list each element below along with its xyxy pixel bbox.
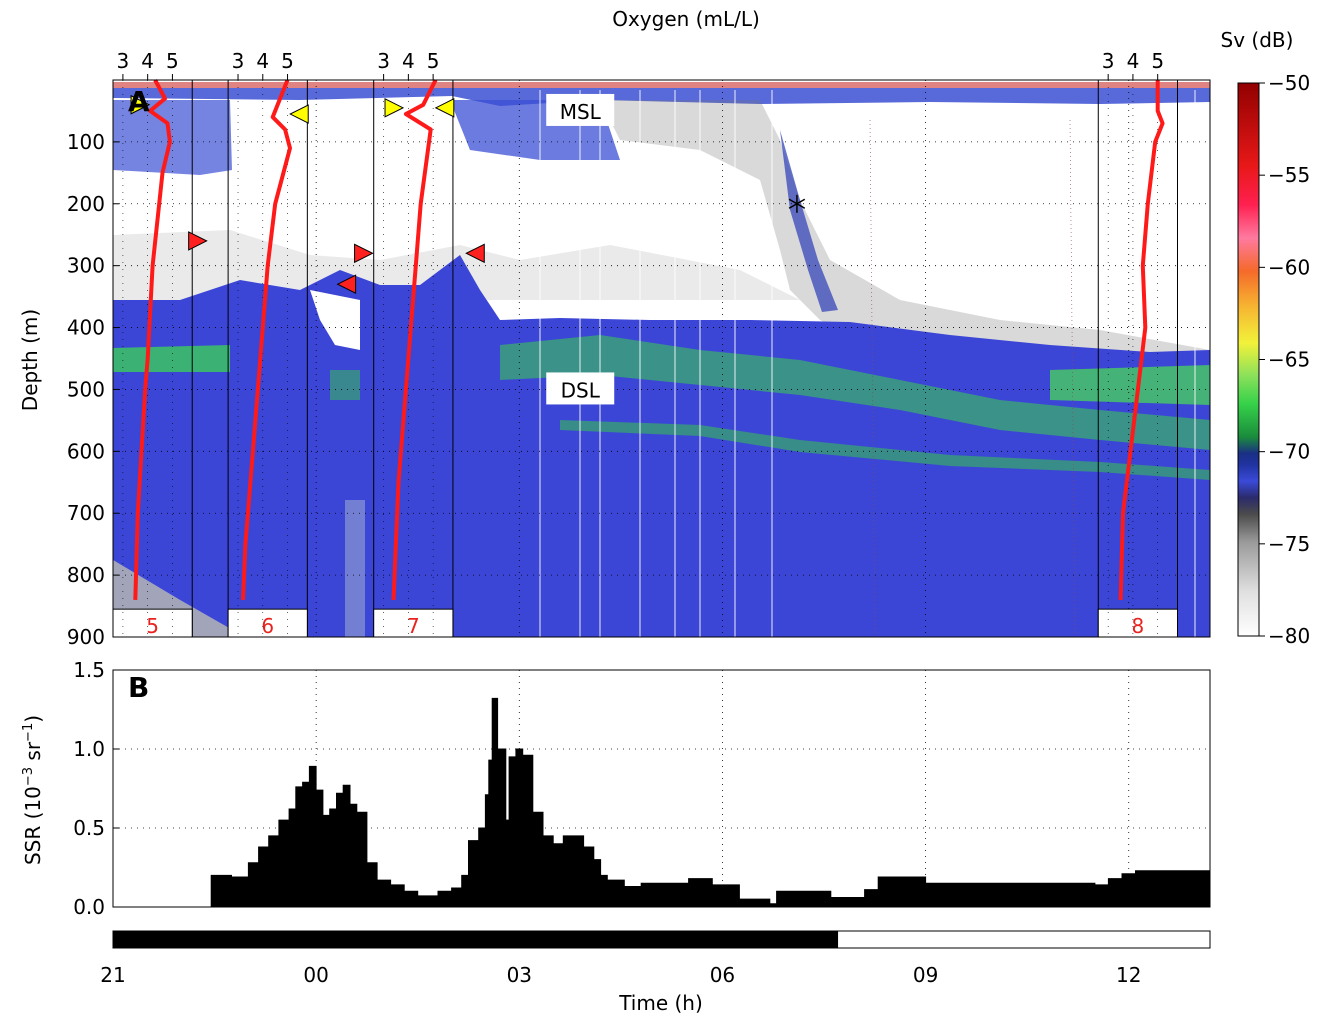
layer-label-box xyxy=(546,93,615,126)
time-tick-label: 21 xyxy=(100,963,125,987)
oxygen-profile-line xyxy=(241,79,292,600)
day-segment xyxy=(837,930,1211,949)
layer-label-box xyxy=(546,372,615,405)
yellow-left-triangle-marker xyxy=(434,98,455,118)
oxygen-axis-label: Oxygen (mL/L) xyxy=(612,7,760,31)
cast-label-box xyxy=(1097,608,1178,638)
ssr-tick-label: 0.5 xyxy=(73,816,105,840)
colorbar-tick-label: −55 xyxy=(1268,163,1310,187)
red-left-triangle-marker xyxy=(336,274,357,295)
oxygen-tick-label: 4 xyxy=(141,49,154,73)
ssr-panel: 0.0 0.5 1.0 1.5 B SSR (10−3 sr−1) xyxy=(21,658,1211,919)
day-night-bar xyxy=(112,930,1211,949)
colorbar-gradient xyxy=(1237,82,1260,637)
colorbar-tick-label: −50 xyxy=(1268,71,1310,95)
panel-letter-a: A xyxy=(128,85,150,118)
oxygen-cast-boxes: 53 4 563 4 573 4 583 4 5 xyxy=(112,49,1178,638)
ssr-tick-label: 0.0 xyxy=(73,895,105,919)
red-left-triangle-marker xyxy=(465,243,485,264)
echogram-backscatter xyxy=(113,80,1210,637)
ssr-tick-label: 1.5 xyxy=(73,658,105,682)
colorbar-tick-label: −60 xyxy=(1268,255,1310,279)
cast-number: 5 xyxy=(146,614,159,638)
depth-axis-label: Depth (m) xyxy=(18,309,42,411)
colorbar-tick-label: −80 xyxy=(1268,624,1310,648)
ssr-tick-label: 1.0 xyxy=(73,737,105,761)
star-stroke xyxy=(788,198,806,209)
time-tick-label: 00 xyxy=(303,963,328,987)
colorbar-tick-label: −75 xyxy=(1268,532,1310,556)
depth-tick-label: 200 xyxy=(67,192,105,216)
depth-tick-label: 100 xyxy=(67,130,105,154)
oxygen-profile-line xyxy=(1118,80,1165,600)
oxygen-tick-label: 5 xyxy=(166,49,179,73)
time-tick-label: 03 xyxy=(507,963,532,987)
depth-tick-label: 700 xyxy=(67,501,105,525)
cast-label-box xyxy=(373,608,454,638)
yellow-right-triangle-marker xyxy=(130,94,151,115)
red-right-triangle-marker xyxy=(354,243,374,264)
depth-tick-label: 500 xyxy=(67,377,105,401)
depth-tick-label: 300 xyxy=(67,254,105,278)
yellow-left-triangle-marker xyxy=(289,104,309,124)
star-marker xyxy=(788,194,806,213)
colorbar-ticks: −50 −55 −60 −65 −70 −75 −80 xyxy=(1259,71,1310,648)
depth-tick-label: 800 xyxy=(67,563,105,587)
depth-axis-ticks: 100 200 300 400 500 600 700 800 900 xyxy=(67,130,119,649)
time-axis-label: Time (h) xyxy=(618,991,703,1015)
red-right-triangle-marker xyxy=(188,231,208,251)
echogram-frame xyxy=(112,79,1211,638)
oxygen-tick-label: 3 xyxy=(1102,49,1115,73)
oxygen-tick-label: 5 xyxy=(427,49,440,73)
echogram-markers: MSL DSL xyxy=(130,93,806,405)
oxygen-profile-line xyxy=(133,79,172,600)
oxygen-tick-label: 3 xyxy=(117,49,130,73)
panel-letter-b: B xyxy=(128,671,149,704)
oxygen-tick-label: 4 xyxy=(1127,49,1140,73)
night-segment xyxy=(112,930,839,949)
oxygen-profile-line xyxy=(391,79,438,600)
cast-number: 7 xyxy=(407,614,420,638)
yellow-right-triangle-marker xyxy=(384,98,405,118)
depth-tick-label: 900 xyxy=(67,625,105,649)
ssr-axis-label: SSR (10−3 sr−1) xyxy=(21,715,45,865)
ssr-axis-ticks: 0.0 0.5 1.0 1.5 xyxy=(73,658,119,919)
time-axis-ticks: 21 00 03 06 09 12 xyxy=(100,901,1141,987)
colorbar-label: Sv (dB) xyxy=(1221,28,1294,52)
cast-number: 6 xyxy=(261,614,274,638)
ssr-bar-series xyxy=(113,697,1211,908)
sv-colorbar: Sv (dB) −50 −55 −60 −65 −70 −75 −80 xyxy=(1221,28,1311,648)
oxygen-tick-label: 5 xyxy=(1151,49,1164,73)
layer-label: MSL xyxy=(560,100,602,124)
oxygen-tick-label: 5 xyxy=(281,49,294,73)
colorbar-tick-label: −65 xyxy=(1268,348,1310,372)
time-tick-label: 12 xyxy=(1116,963,1141,987)
cast-label-box xyxy=(112,608,193,638)
oxygen-tick-label: 3 xyxy=(232,49,245,73)
time-tick-label: 06 xyxy=(710,963,735,987)
colorbar-tick-label: −70 xyxy=(1268,440,1310,464)
ssr-frame xyxy=(112,669,1211,908)
depth-tick-label: 600 xyxy=(67,439,105,463)
time-tick-label: 09 xyxy=(913,963,938,987)
depth-tick-label: 400 xyxy=(67,316,105,340)
cast-label-box xyxy=(227,608,308,638)
oxygen-tick-label: 4 xyxy=(402,49,415,73)
cast-number: 8 xyxy=(1132,614,1145,638)
oxygen-tick-label: 3 xyxy=(377,49,390,73)
layer-label: DSL xyxy=(561,378,601,402)
oxygen-tick-label: 4 xyxy=(256,49,269,73)
